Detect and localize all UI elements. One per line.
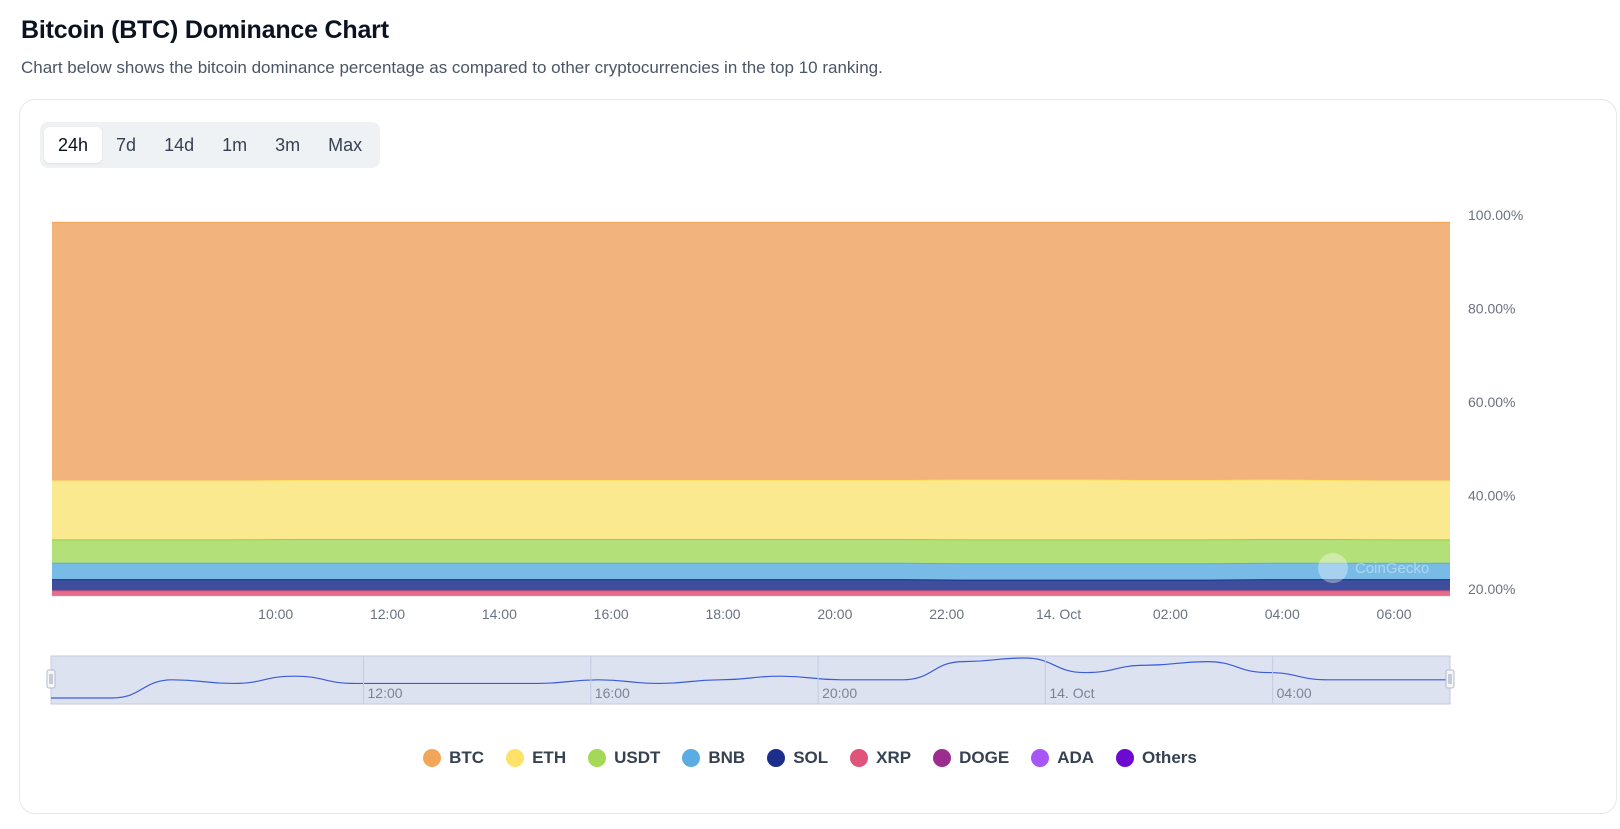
navigator-tick-label: 12:00 xyxy=(368,685,403,701)
legend-dot-others xyxy=(1116,749,1135,767)
legend-dot-ada xyxy=(1031,749,1050,767)
y-tick-label: 20.00% xyxy=(1468,581,1515,597)
chart-legend: BTC ETH USDT BNB SOL XRP DOGE ADA Others xyxy=(0,748,1620,768)
x-tick-label: 22:00 xyxy=(929,606,964,622)
navigator-series-line xyxy=(51,657,1450,699)
navigator-handle-left[interactable] xyxy=(46,669,56,689)
legend-dot-bnb xyxy=(682,749,701,767)
x-tick-label: 20:00 xyxy=(817,606,852,622)
legend-label-others: Others xyxy=(1142,748,1197,767)
legend-item-btc[interactable]: BTC xyxy=(423,748,484,768)
legend-dot-xrp xyxy=(850,749,869,767)
legend-item-xrp[interactable]: XRP xyxy=(850,748,911,768)
legend-label-sol: SOL xyxy=(793,748,829,767)
legend-item-bnb[interactable]: BNB xyxy=(682,748,745,768)
navigator-window xyxy=(50,655,1451,705)
y-tick-label: 60.00% xyxy=(1468,394,1515,410)
area-sol xyxy=(52,579,1450,591)
area-btc xyxy=(52,222,1450,481)
area-ada xyxy=(52,598,1450,599)
area-bnb xyxy=(52,562,1450,580)
x-tick-label: 04:00 xyxy=(1265,606,1300,622)
range-tab-max[interactable]: Max xyxy=(328,134,363,155)
legend-dot-sol xyxy=(767,749,786,767)
legend-item-eth[interactable]: ETH xyxy=(506,748,566,768)
x-tick-label: 02:00 xyxy=(1153,606,1188,622)
navigator-tick-label: 16:00 xyxy=(595,685,630,701)
x-tick-label: 14. Oct xyxy=(1036,606,1081,622)
page-subtitle: Chart below shows the bitcoin dominance … xyxy=(21,58,883,77)
legend-dot-usdt xyxy=(588,749,607,767)
x-tick-label: 18:00 xyxy=(706,606,741,622)
area-eth xyxy=(52,479,1450,540)
area-others xyxy=(52,599,1450,603)
legend-item-ada[interactable]: ADA xyxy=(1031,748,1094,768)
page-title: Bitcoin (BTC) Dominance Chart xyxy=(21,16,389,44)
y-tick-label: 80.00% xyxy=(1468,301,1515,317)
x-tick-label: 16:00 xyxy=(594,606,629,622)
watermark-logo xyxy=(1318,553,1348,583)
y-tick-label: 40.00% xyxy=(1468,488,1515,504)
legend-dot-eth xyxy=(506,749,525,767)
x-tick-label: 14:00 xyxy=(482,606,517,622)
legend-label-ada: ADA xyxy=(1057,748,1095,767)
x-tick-label: 06:00 xyxy=(1377,606,1412,622)
x-tick-label: 12:00 xyxy=(370,606,405,622)
x-tick-label: 10:00 xyxy=(258,606,293,622)
area-usdt xyxy=(52,538,1450,564)
navigator-tick-label: 20:00 xyxy=(822,685,857,701)
legend-item-usdt[interactable]: USDT xyxy=(588,748,660,768)
range-tab-1m[interactable]: 1m xyxy=(222,134,248,155)
area-xrp xyxy=(52,590,1450,596)
legend-item-sol[interactable]: SOL xyxy=(767,748,828,768)
legend-label-btc: BTC xyxy=(449,748,485,767)
navigator-handle-right[interactable] xyxy=(1445,669,1455,689)
legend-item-others[interactable]: Others xyxy=(1116,748,1197,768)
range-tab-14d[interactable]: 14d xyxy=(164,134,195,155)
y-tick-label: 100.00% xyxy=(1468,207,1523,223)
dominance-chart: 20.00% 40.00% 60.00% 80.00% 100.00% 10:00 12:0… xyxy=(46,207,1523,705)
navigator-tick-label: 14. Oct xyxy=(1049,685,1094,701)
range-tab-24h[interactable]: 24h xyxy=(44,127,103,163)
range-tab-group: 24h 7d 14d 1m 3m Max xyxy=(40,122,381,168)
legend-dot-btc xyxy=(423,749,442,767)
range-tab-7d[interactable]: 7d xyxy=(116,134,137,155)
legend-label-bnb: BNB xyxy=(708,748,746,767)
navigator-tick-label: 04:00 xyxy=(1277,685,1312,701)
legend-label-eth: ETH xyxy=(532,748,567,767)
legend-label-doge: DOGE xyxy=(959,748,1010,767)
watermark-text: CoinGecko xyxy=(1355,560,1429,577)
legend-item-doge[interactable]: DOGE xyxy=(933,748,1009,768)
legend-label-xrp: XRP xyxy=(876,748,912,767)
legend-dot-doge xyxy=(933,749,952,767)
legend-label-usdt: USDT xyxy=(614,748,661,767)
range-tab-3m[interactable]: 3m xyxy=(275,134,301,155)
